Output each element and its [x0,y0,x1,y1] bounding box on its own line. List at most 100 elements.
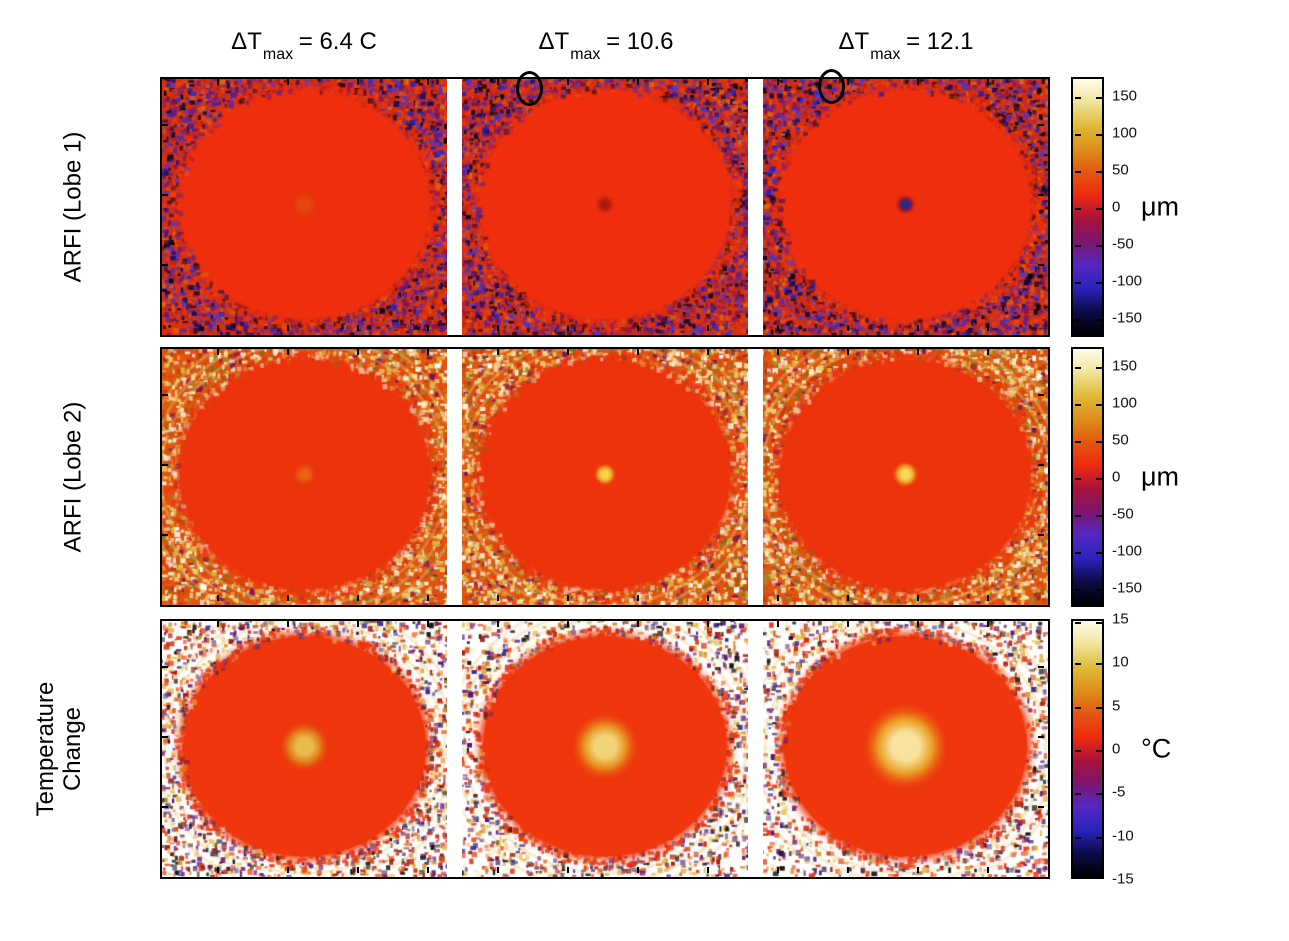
colorbar-tick [1096,874,1102,876]
axis-tick [162,194,168,196]
colorbar-tick [1075,663,1081,666]
axis-tick [777,621,779,627]
heatmap-panel-r2c3 [762,349,1048,605]
colorbar-arfi-lobe2: μm 150 100 50 0 -50 -100 -150 [1071,347,1281,607]
heatmap-panel-r1c3 [762,79,1048,335]
focal-spot-marker-icon [818,69,845,104]
axis-tick [357,325,359,331]
colorbar-tick [1075,706,1081,709]
axis-tick [162,736,168,738]
column-title-2: ΔTmax = 10.6 [538,28,674,63]
axis-tick [287,325,289,331]
axis-tick [287,867,289,873]
colorbar-tick [1075,403,1081,406]
heatmap-panel-r3c2 [462,621,748,877]
colorbar-tick [1075,793,1081,796]
axis-tick [707,621,709,627]
colorbar-tick-label: 50 [1112,431,1129,449]
axis-tick [707,325,709,331]
colorbar-tick-label: -50 [1112,505,1134,523]
axis-tick [777,79,779,85]
colorbar-tick [1075,366,1081,369]
colorbar-tick [1075,874,1081,876]
colorbar-tick [1075,282,1081,285]
axis-tick [567,621,569,627]
axis-tick [637,867,639,873]
axis-tick [987,79,989,85]
axis-tick [707,595,709,601]
axis-tick [847,867,849,873]
axis-tick [567,325,569,331]
colorbar-tick-label: 10 [1112,653,1129,671]
axis-tick [1038,534,1044,536]
axis-tick [427,867,429,873]
axis-tick [777,867,779,873]
colorbar-unit-label: μm [1141,461,1180,492]
panel-cell [462,79,748,335]
colorbar-unit-label: °C [1141,733,1172,764]
column-title-subscript: max [262,45,294,63]
column-title-value: = 6.4 C [292,28,377,55]
panel-cell [762,79,1048,335]
panel-cell [762,349,1048,605]
colorbar-tick-label: 5 [1112,697,1121,715]
axis-tick [1038,264,1044,266]
row-label-arfi-lobe2: ARFI (Lobe 2) [59,401,87,553]
colorbar-tick [1075,96,1081,99]
colorbar-tick [1075,478,1081,480]
axis-tick [427,325,429,331]
axis-tick [497,867,499,873]
colorbar-gradient [1071,77,1104,337]
axis-tick [987,325,989,331]
panel-row-arfi-lobe1 [160,77,1050,337]
axis-tick [287,595,289,601]
colorbar-tick-label: -100 [1112,272,1143,290]
colorbar-unit-label: μm [1141,191,1180,222]
axis-tick [847,349,849,355]
panel-cell [762,621,1048,877]
colorbar-tick-label: -10 [1112,827,1134,845]
colorbar-tick [1075,622,1081,624]
axis-tick [1038,194,1044,196]
axis-tick [427,349,429,355]
axis-tick [357,867,359,873]
panel-cell [162,349,448,605]
axis-tick [567,79,569,85]
axis-tick [917,79,919,85]
axis-tick [637,349,639,355]
axis-tick [1038,736,1044,738]
axis-tick [987,595,989,601]
axis-tick [917,595,919,601]
axis-tick [847,79,849,85]
colorbar-tick-label: -150 [1112,579,1143,597]
axis-tick [847,325,849,331]
column-title-prefix: ΔT [231,28,262,55]
column-title-3: ΔTmax = 12.1 [838,28,974,63]
colorbar-tick [1096,440,1102,443]
colorbar-tick [1096,552,1102,555]
colorbar-tick [1096,170,1102,173]
axis-tick [162,264,168,266]
column-title-prefix: ΔT [838,28,870,55]
axis-tick [917,621,919,627]
colorbar-tick [1096,208,1102,210]
axis-tick [357,79,359,85]
panel-row-arfi-lobe2 [160,347,1050,607]
colorbar-tick [1096,515,1102,518]
column-title-value: = 10.6 [599,28,674,55]
heatmap-panel-r2c2 [462,349,748,605]
colorbar-tick [1096,706,1102,709]
axis-tick [497,325,499,331]
panel-cell [462,349,748,605]
axis-tick [162,806,168,808]
axis-tick [707,79,709,85]
heatmap-panel-r1c1 [162,79,448,335]
colorbar-tick [1075,589,1081,592]
axis-tick [777,349,779,355]
colorbar-tick-label: 15 [1112,610,1129,628]
colorbar-tick [1075,208,1081,210]
axis-tick [847,595,849,601]
column-title-prefix: ΔT [538,28,570,55]
colorbar-tick [1075,515,1081,518]
axis-tick [497,79,499,85]
